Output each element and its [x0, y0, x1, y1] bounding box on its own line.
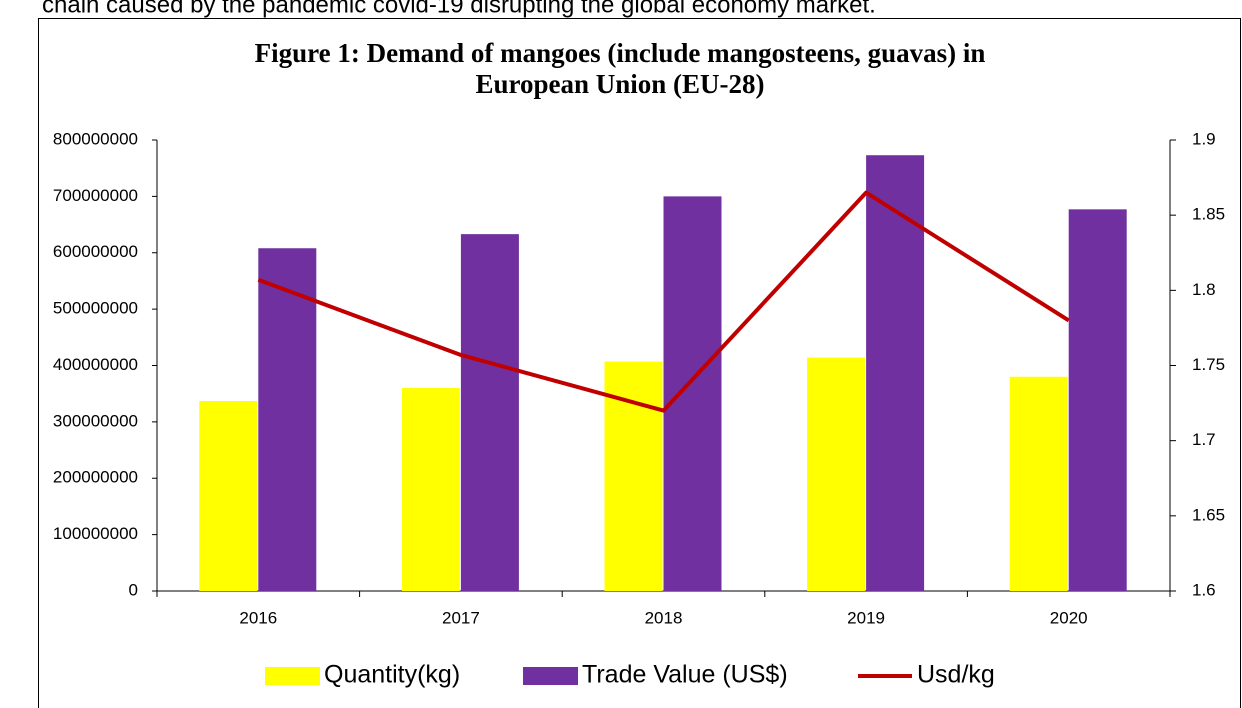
- bar: [604, 361, 663, 591]
- chart-title: Figure 1: Demand of mangoes (include man…: [255, 38, 986, 68]
- y-tick-label: 0: [129, 580, 138, 599]
- y-tick-label: 100000000: [53, 524, 138, 543]
- bar: [401, 388, 460, 591]
- bar: [807, 357, 866, 591]
- y2-tick-label: 1.9: [1192, 129, 1216, 148]
- chart-title: European Union (EU-28): [475, 69, 764, 99]
- y2-tick-label: 1.7: [1192, 430, 1216, 449]
- x-tick-label: 2017: [442, 608, 480, 627]
- x-tick-label: 2019: [847, 608, 885, 627]
- y-tick-label: 800000000: [53, 129, 138, 148]
- bar: [1068, 209, 1127, 591]
- bar: [663, 196, 722, 591]
- bar: [1009, 376, 1068, 591]
- y-tick-label: 500000000: [53, 299, 138, 318]
- y-tick-label: 600000000: [53, 242, 138, 261]
- y2-tick-label: 1.6: [1192, 580, 1216, 599]
- y-tick-label: 700000000: [53, 186, 138, 205]
- document-text: chain caused by the pandemic covid-19 di…: [42, 0, 876, 18]
- y-tick-label: 200000000: [53, 468, 138, 487]
- legend-label: Quantity(kg): [324, 661, 460, 689]
- y2-tick-label: 1.85: [1192, 205, 1225, 224]
- x-tick-label: 2020: [1050, 608, 1088, 627]
- bar: [199, 401, 258, 591]
- line-series: [257, 190, 1070, 413]
- y2-tick-label: 1.8: [1192, 280, 1216, 299]
- bar: [460, 234, 519, 592]
- y-tick-label: 400000000: [53, 355, 138, 374]
- x-tick-label: 2016: [239, 608, 277, 627]
- y2-tick-label: 1.75: [1192, 355, 1225, 374]
- y-tick-label: 300000000: [53, 411, 138, 430]
- x-tick-label: 2018: [645, 608, 683, 627]
- bar: [866, 155, 925, 591]
- legend-label: Usd/kg: [917, 661, 995, 689]
- legend-label: Trade Value (US$): [582, 661, 788, 689]
- chart-frame: [38, 18, 1241, 708]
- y2-tick-label: 1.65: [1192, 505, 1225, 524]
- legend-swatch: [523, 667, 578, 685]
- legend-swatch: [265, 667, 320, 685]
- bar: [258, 248, 317, 592]
